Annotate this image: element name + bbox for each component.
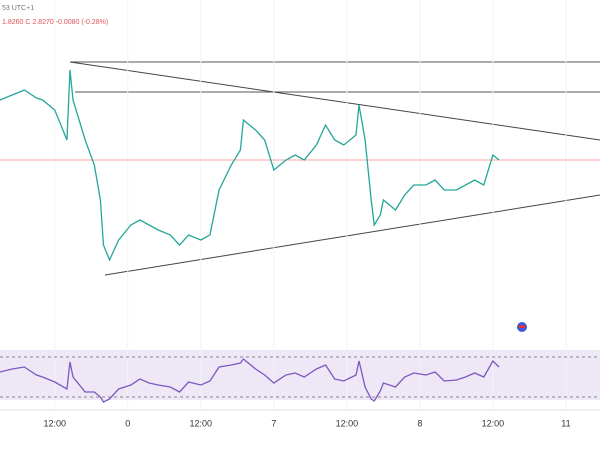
x-tick-label: 8 (417, 418, 422, 428)
x-tick-label: 7 (271, 418, 276, 428)
x-tick-label: 12:00 (336, 418, 359, 428)
x-tick-label: 0 (125, 418, 130, 428)
trend-line (69, 61, 600, 141)
trend-line (104, 194, 600, 276)
event-icon-flag (519, 325, 525, 328)
series-line (0, 69, 500, 262)
x-tick-label: 12:00 (190, 418, 213, 428)
x-tick-label: 11 (561, 418, 570, 428)
x-tick-label: 12:00 (482, 418, 505, 428)
x-tick-label: 12:00 (44, 418, 67, 428)
timezone: 53 UTC+1 (2, 5, 34, 12)
series-line (0, 358, 500, 403)
